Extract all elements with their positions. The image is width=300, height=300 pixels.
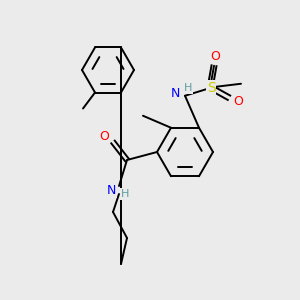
Text: N: N — [106, 184, 116, 196]
Text: H: H — [184, 83, 192, 93]
Text: O: O — [233, 95, 243, 108]
Text: N: N — [170, 87, 180, 100]
Text: H: H — [121, 189, 129, 199]
Text: O: O — [99, 130, 109, 142]
Text: S: S — [207, 81, 215, 95]
Text: O: O — [210, 50, 220, 63]
